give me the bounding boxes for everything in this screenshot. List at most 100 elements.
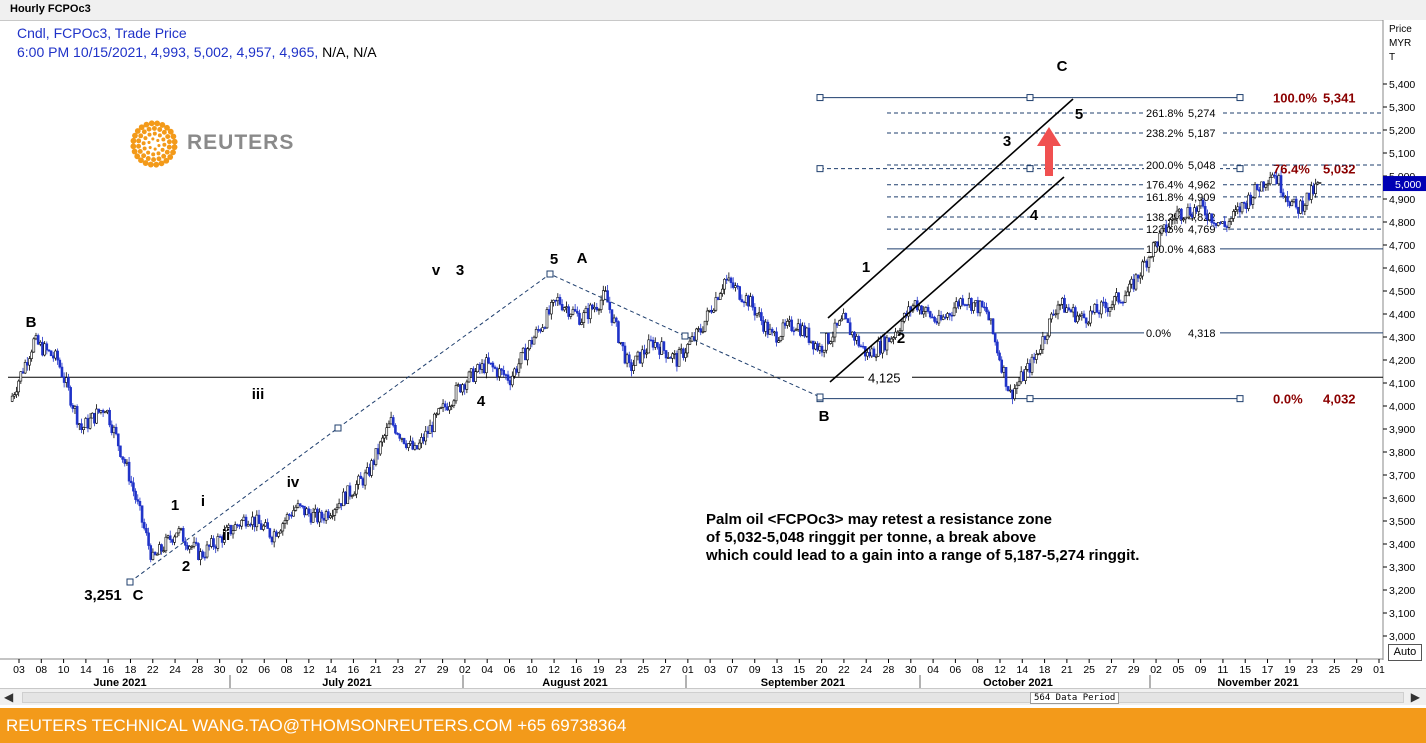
candle-body [913,300,917,307]
logo-dot [153,161,160,168]
candle-body [723,278,726,290]
legend-na: N/A, N/A [318,44,377,60]
candle-body [350,495,354,498]
candle-body [456,384,460,386]
price-chart[interactable]: 03 08 10 14 16 18 22 24 28 30 02 06 08 12 14 16 21 23 27 29… [0,20,1426,688]
candle-body [1110,304,1114,308]
logo-dot [164,149,170,155]
candle-body [1301,200,1304,212]
candle-body [504,374,508,376]
candle-body [838,320,841,326]
logo-dot [147,140,151,145]
candle-body [541,327,544,332]
candle-body [1026,363,1029,370]
candle-body [1048,318,1051,337]
logo-dot [167,128,174,135]
candle-body [519,352,523,365]
candle-body [162,550,166,553]
candle-body [413,445,417,450]
candle-body [747,295,750,307]
candle-body [1132,278,1136,290]
x-tick-label: 20 [816,664,828,676]
candle-body [931,316,934,319]
candle-body [314,508,317,513]
last-price-label: 5,000 [1395,179,1421,191]
candle-body [744,295,748,304]
candle-body [857,336,861,347]
candle-body [786,321,789,326]
y-tick-label: 5,400 [1389,79,1415,91]
candle-body [682,348,685,358]
logo-dot [141,153,147,159]
wave-handle [681,332,689,340]
candle-body [1102,301,1105,304]
candle-body [129,480,133,484]
candle-body [530,340,534,345]
candle-body [550,302,553,315]
footer-text: REUTERS TECHNICAL WANG.TAO@THOMSONREUTER… [6,716,627,735]
scroll-left-icon[interactable]: ◀ [4,690,14,704]
candle-body [866,352,869,357]
candle-body [385,427,389,436]
scroll-right-icon[interactable]: ▶ [1410,690,1420,704]
candle-body [296,503,300,508]
candle-body [1149,256,1153,259]
candle-body [142,522,146,529]
candle-body [244,516,248,527]
scroll-thumb[interactable] [22,692,1404,703]
x-tick-label: 28 [192,664,204,676]
y-axis: Price MYR T 3,000 3,100 3,200 3,300 3,400 3,500 3… [1383,24,1426,643]
candle-body [246,524,250,527]
wave-label: C [133,587,144,604]
candle-body [645,352,648,355]
candle-body [255,514,259,528]
candle-body [1271,174,1274,178]
candle-body [125,461,129,464]
auto-scale-button[interactable]: Auto [1388,644,1422,661]
x-tick-label: 07 [727,664,739,676]
candle-body [1238,206,1242,213]
y-tick-label: 3,400 [1389,539,1415,551]
logo-dot [166,144,172,150]
candle-body [75,406,79,425]
x-tick-label: 18 [1039,664,1051,676]
candle-body [337,503,341,509]
candle-body [619,341,622,344]
candle-body [1156,241,1159,247]
x-tick-label: 01 [682,664,694,676]
x-tick-label: 19 [1284,664,1296,676]
y-tick-label: 3,500 [1389,516,1415,528]
candle-body [775,331,778,343]
fib-extension-percent: 261.8% [1146,108,1184,120]
candle-body [991,318,995,335]
candle-body [1294,198,1298,208]
candle-body [1039,349,1042,354]
horizontal-scrollbar[interactable]: ◀ 564 Data Period ▶ [0,688,1426,705]
candle-body [965,304,969,306]
candle-body [539,329,542,332]
candle-body [331,515,334,517]
candle-body [32,338,36,353]
fib-retracement-value: 5,032 [1323,162,1356,177]
candle-body [521,347,525,353]
candle-body [108,409,111,426]
y-tick-label: 4,400 [1389,309,1415,321]
logo-dot [167,154,174,160]
candle-body [1299,200,1302,214]
annotation-line: which could lead to a gain into a range … [705,547,1139,564]
y-tick-label: 5,100 [1389,148,1415,160]
candle-body [1193,207,1196,218]
candle-body [110,424,114,434]
candle-body [233,524,237,531]
candle-body [537,329,540,331]
candle-body [45,343,49,351]
candle-body [1214,223,1218,226]
candle-body [1009,389,1012,392]
candle-body [881,336,884,354]
candle-body [439,407,443,409]
candle-body [324,511,328,521]
candle-body [939,314,943,320]
x-month-label: July 2021 [322,677,372,688]
candle-body [1087,322,1090,325]
candle-body [1247,194,1250,209]
